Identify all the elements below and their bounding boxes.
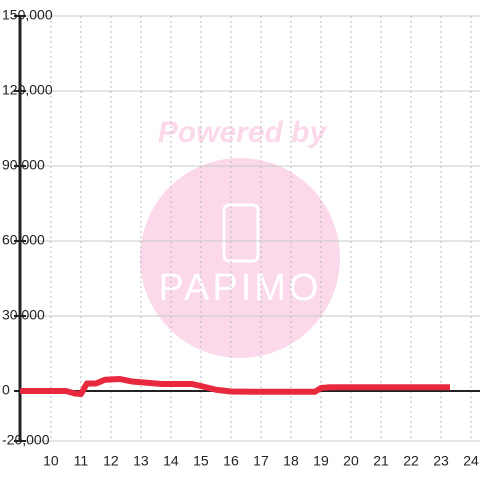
grid (14, 15, 480, 442)
x-tick-label: 21 (373, 453, 389, 469)
x-tick-label: 14 (163, 453, 179, 469)
plot (20, 376, 450, 397)
y-tick-label: 120,000 (2, 82, 53, 98)
watermark-logo: PAPIMO (159, 267, 322, 309)
y-tick-label: 150,000 (2, 7, 53, 23)
x-tick-label: 24 (463, 453, 479, 469)
data-line (20, 376, 450, 397)
x-tick-label: 18 (283, 453, 299, 469)
x-tick-label: 12 (103, 453, 119, 469)
x-tick-label: 11 (74, 453, 89, 469)
x-tick-label: 16 (223, 453, 239, 469)
watermark-icon (222, 203, 260, 263)
y-tick-label: 90,000 (2, 157, 45, 173)
y-tick-label: 60,000 (2, 232, 45, 248)
x-tick-label: 20 (343, 453, 359, 469)
x-tick-label: 17 (253, 453, 269, 469)
x-tick-label: 23 (433, 453, 449, 469)
x-tick-label: 13 (133, 453, 149, 469)
watermark-text: Powered by (158, 116, 328, 149)
watermark-circle (140, 158, 340, 358)
y-tick-label: 30,000 (2, 307, 45, 323)
y-tick-label: -20,000 (2, 432, 50, 448)
y-tick-label: 0 (2, 382, 10, 398)
x-tick-label: 10 (43, 453, 59, 469)
x-tick-label: 15 (193, 453, 209, 469)
x-tick-label: 22 (403, 453, 419, 469)
x-tick-label: 19 (313, 453, 329, 469)
watermark: Powered by PAPIMO (140, 116, 340, 358)
